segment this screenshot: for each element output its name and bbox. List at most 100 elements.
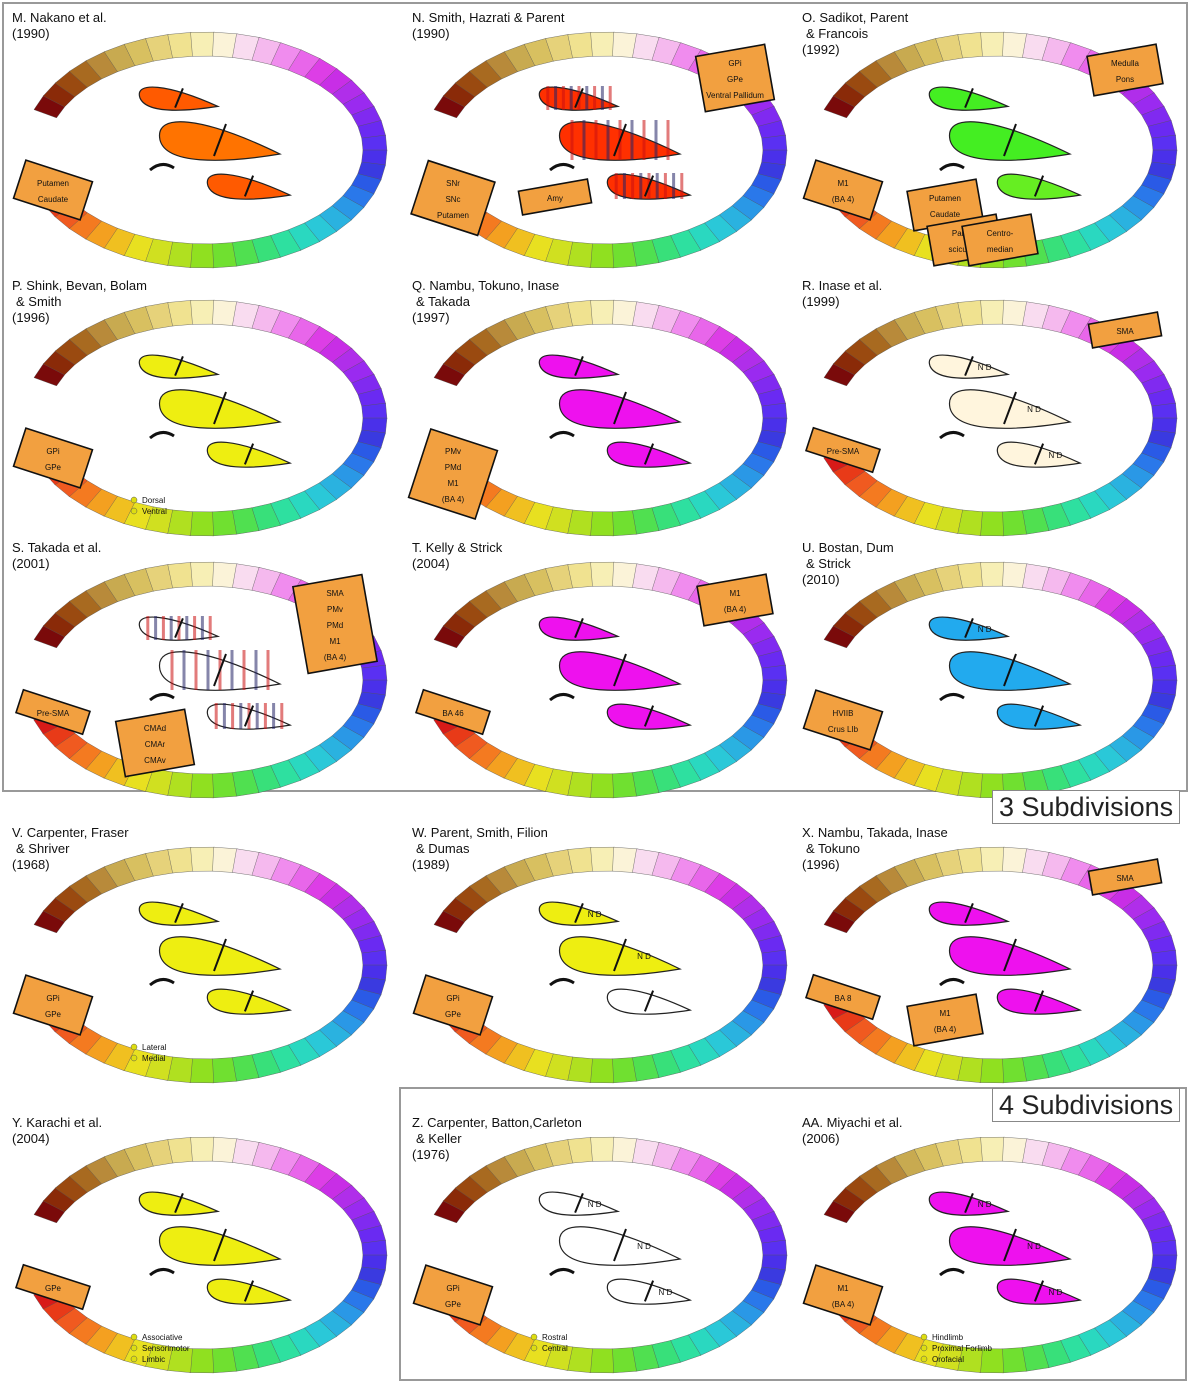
projection-label: GPi [446, 1284, 460, 1293]
projection-label: M1 [447, 479, 459, 488]
panel-title-line: U. Bostan, Dum [802, 540, 894, 555]
ring-segment [189, 773, 214, 799]
panel-title-line: Q. Nambu, Tokuno, Inase [412, 278, 559, 293]
projection-box [412, 974, 494, 1036]
nd-label: N D [1027, 405, 1041, 414]
projection-label: PMd [327, 621, 343, 630]
panel-title-line: (2001) [12, 556, 50, 571]
division-line [1003, 391, 1017, 425]
panel-title-line: & Tokuno [806, 841, 860, 856]
projection-label: GPi [46, 994, 60, 1003]
division-line [1033, 175, 1045, 197]
projection-label: PMd [445, 463, 461, 472]
panel-t: T. Kelly & Strick(2004) BA 46 M1 (BA 4) [412, 540, 788, 799]
projection-label: PMv [327, 605, 343, 614]
label-4-subdivisions: 4 Subdivisions [992, 1088, 1181, 1122]
projection-arrow [939, 431, 965, 440]
panel-title-line: & Shriver [16, 841, 70, 856]
projection-arrow [149, 163, 175, 172]
legend-label: Medial [142, 1054, 166, 1063]
ring-segment [211, 510, 237, 537]
nd-label: N D [637, 952, 651, 961]
projection-label: GPi [46, 447, 60, 456]
panel-w: W. Parent, Smith, Filion& Dumas(1989) N D… [412, 825, 788, 1084]
projection-label: Putamen [37, 179, 69, 188]
panel-title-line: (2010) [802, 572, 840, 587]
panel-y: Y. Karachi et al.(2004) GPe Associative Sen… [12, 1115, 388, 1374]
panel-title-line: (1996) [12, 310, 50, 325]
ring-segment [211, 1057, 237, 1084]
color-ring [433, 31, 788, 269]
projection-box [407, 427, 499, 521]
panel-title-line: S. Takada et al. [12, 540, 101, 555]
ring-segment [211, 1347, 237, 1374]
ring-segment [190, 31, 215, 57]
division-line [1033, 990, 1045, 1012]
projection-label: (BA 4) [934, 1025, 957, 1034]
projection-label: M1 [837, 1284, 849, 1293]
ring-segment [980, 561, 1005, 587]
ring-segment [189, 1348, 214, 1374]
projection-label: Caudate [38, 195, 69, 204]
projection-label: (BA 4) [442, 495, 465, 504]
panel-title-line: T. Kelly & Strick [412, 540, 503, 555]
panel-title-line: AA. Miyachi et al. [802, 1115, 902, 1130]
frame-bottom [399, 1087, 1187, 1381]
projection-arrow [549, 163, 575, 172]
panel-title-line: (1996) [802, 857, 840, 872]
division-line [613, 1228, 627, 1262]
panel-v: V. Carpenter, Fraser& Shriver(1968) GPi GP… [12, 825, 388, 1084]
legend-label: Limbic [142, 1355, 165, 1364]
ring-segment [980, 1136, 1005, 1162]
legend-swatch [920, 1344, 928, 1352]
legend-swatch [130, 1344, 138, 1352]
panel-x: X. Nambu, Takada, Inase& Tokuno(1996) BA … [802, 825, 1178, 1084]
projection-box [517, 178, 593, 216]
nd-label: N D [659, 1288, 673, 1297]
legend-label: Orofacial [932, 1355, 964, 1364]
projection-label: GPe [445, 1010, 462, 1019]
panel-title-line: P. Shink, Bevan, Bolam [12, 278, 147, 293]
division-line [643, 443, 655, 465]
ring-segment [1001, 1057, 1027, 1084]
projection-box [14, 688, 92, 736]
division-line [964, 903, 974, 923]
projection-label: CMAr [145, 740, 166, 749]
projection-arrow [149, 1268, 175, 1277]
ring-segment [590, 1136, 615, 1162]
projection-box [410, 159, 496, 237]
ring-segment [1001, 510, 1027, 537]
projection-arrow [939, 163, 965, 172]
nd-label: N D [637, 1242, 651, 1251]
projection-arrow [549, 978, 575, 987]
projection-box [14, 1263, 92, 1311]
division-line [613, 391, 627, 425]
projection-label: (BA 4) [832, 195, 855, 204]
legend-swatch [130, 1043, 138, 1051]
panel-q: Q. Nambu, Tokuno, Inase& Takada(1997) PMv… [407, 278, 788, 537]
panel-title-line: (1976) [412, 1147, 450, 1162]
legend-swatch [920, 1355, 928, 1363]
division-line [574, 618, 584, 638]
legend-label: Lateral [142, 1043, 167, 1052]
division-line [174, 618, 184, 638]
panel-title-line: & Takada [416, 294, 471, 309]
projection-arrow [939, 978, 965, 987]
ring-segment [1001, 1347, 1027, 1374]
legend-swatch [130, 1054, 138, 1062]
projection-box [696, 573, 774, 627]
division-line [574, 1193, 584, 1213]
projection-label: PMv [445, 447, 461, 456]
projection-label: Ventral Pallidum [706, 91, 764, 100]
nd-label: N D [978, 625, 992, 634]
division-line [243, 990, 255, 1012]
ring-segment [190, 561, 215, 587]
ring-segment [189, 1058, 214, 1084]
ring-segment [611, 772, 637, 799]
division-line [643, 990, 655, 1012]
panel-title-line: (1999) [802, 294, 840, 309]
color-ring [823, 846, 1178, 1084]
nd-label: N D [978, 363, 992, 372]
panel-z: Z. Carpenter, Batton,Carleton& Keller(19… [412, 1115, 788, 1374]
projection-label: Centro- [987, 229, 1014, 238]
